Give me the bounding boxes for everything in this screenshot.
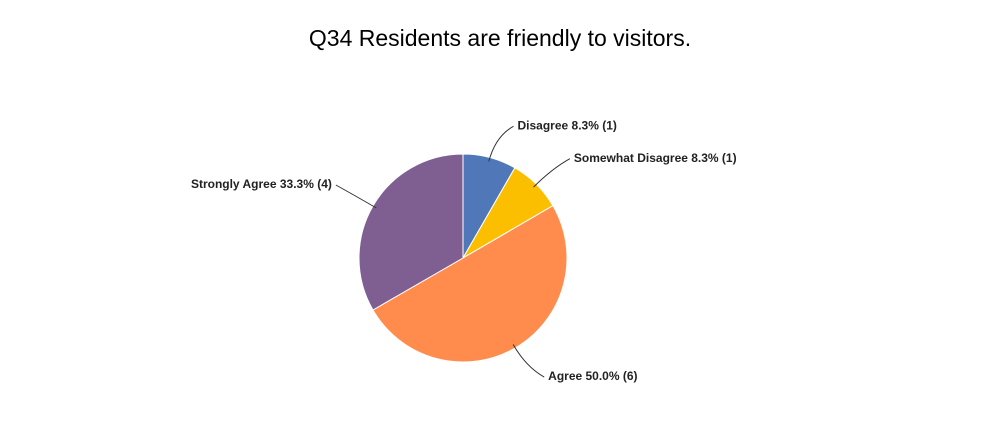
slice-label: Strongly Agree 33.3% (4) bbox=[191, 177, 332, 191]
slice-label: Agree 50.0% (6) bbox=[548, 369, 637, 383]
slice-label: Disagree 8.3% (1) bbox=[518, 118, 617, 132]
chart-title: Q34 Residents are friendly to visitors. bbox=[309, 25, 691, 51]
leader-line bbox=[533, 158, 571, 188]
leader-line bbox=[512, 344, 545, 378]
slice-label: Somewhat Disagree 8.3% (1) bbox=[574, 151, 737, 165]
leader-line bbox=[488, 125, 514, 162]
leader-line bbox=[335, 184, 377, 209]
